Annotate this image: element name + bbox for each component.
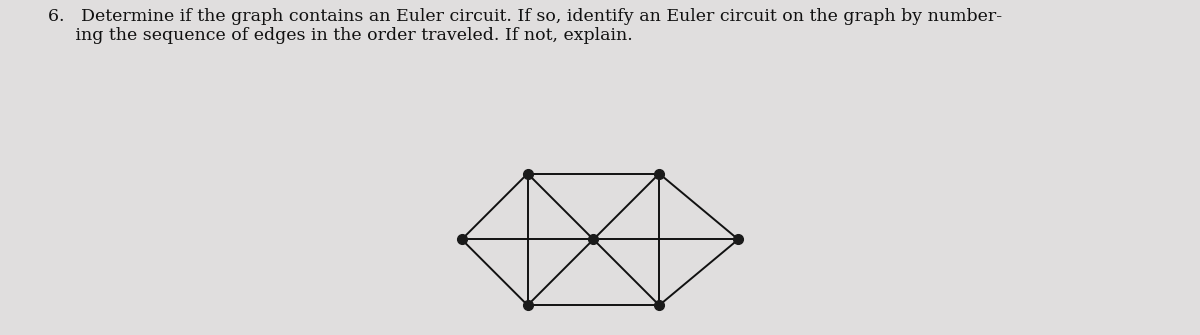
Text: 6.   Determine if the graph contains an Euler circuit. If so, identify an Euler : 6. Determine if the graph contains an Eu…	[48, 8, 1002, 44]
